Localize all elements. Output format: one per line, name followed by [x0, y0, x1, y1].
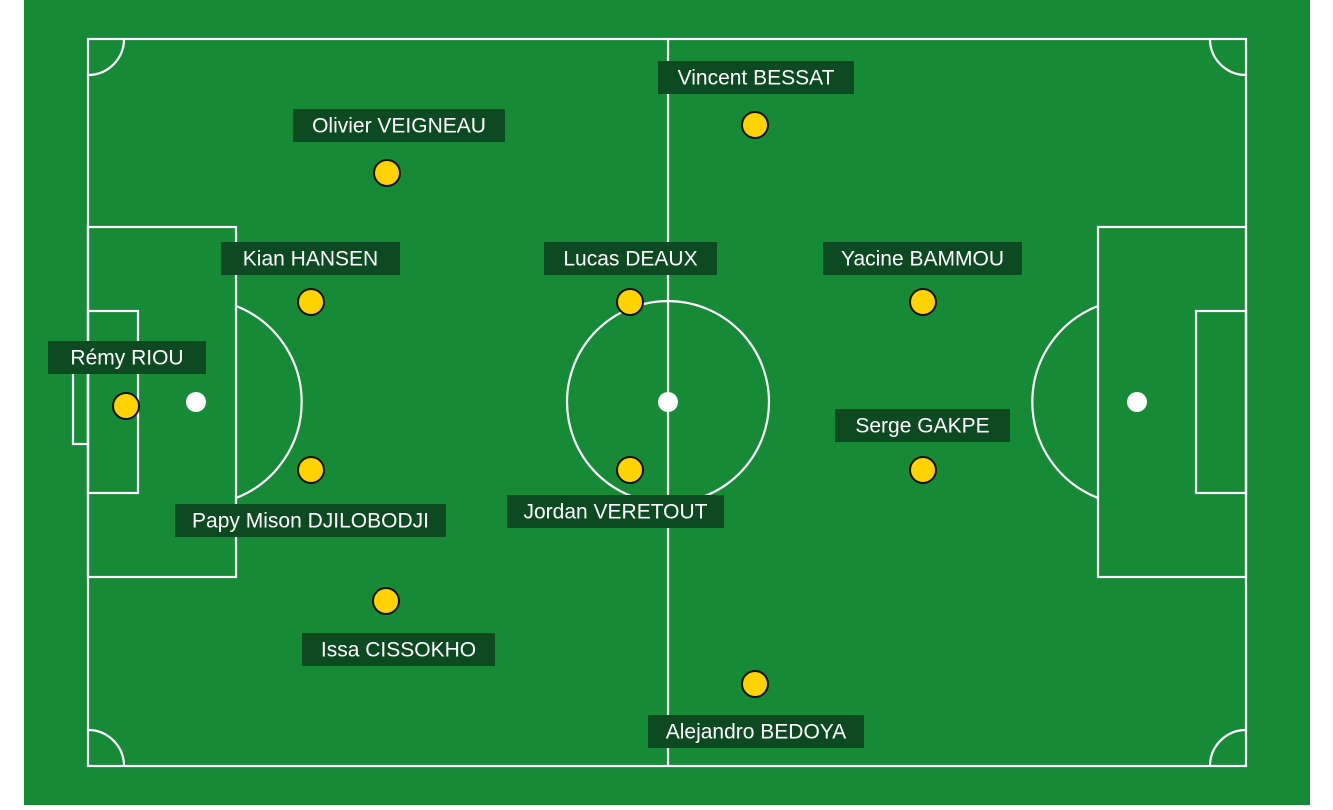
player-name-label: Olivier VEIGNEAU — [312, 115, 486, 138]
player-name-label-bg — [293, 109, 505, 142]
player-marker: Kian HANSEN — [221, 242, 400, 316]
player-name-label: Lucas DEAUX — [563, 248, 697, 271]
corner-arc-bottom-right — [1208, 728, 1247, 767]
player-marker: Olivier VEIGNEAU — [293, 109, 505, 187]
player-dot — [372, 587, 400, 615]
player-dot — [741, 111, 769, 139]
player-name-label: Kian HANSEN — [243, 248, 378, 271]
player-name-label-bg — [175, 504, 446, 537]
player-dot — [297, 288, 325, 316]
right-penalty-arc — [1031, 304, 1099, 500]
player-dot — [297, 456, 325, 484]
player-marker: Lucas DEAUX — [544, 242, 717, 316]
corner-arc-bottom-left — [87, 728, 126, 767]
player-dot — [616, 456, 644, 484]
player-marker: Alejandro BEDOYA — [648, 670, 864, 748]
right-penalty-spot — [1127, 392, 1147, 412]
spots — [186, 392, 1147, 412]
corner-arc-top-left — [87, 38, 126, 77]
player-name-label-bg — [648, 715, 864, 748]
corner-arc-top-right — [1208, 38, 1247, 77]
player-marker: Serge GAKPE — [835, 409, 1010, 484]
left-penalty-arc — [235, 304, 303, 500]
player-name-label: Serge GAKPE — [855, 415, 989, 438]
player-name-label-bg — [544, 242, 717, 275]
player-marker: Issa CISSOKHO — [302, 587, 495, 666]
player-name-label: Papy Mison DJILOBODJI — [192, 510, 429, 533]
player-dot — [373, 159, 401, 187]
player-marker: Yacine BAMMOU — [823, 242, 1022, 316]
player-name-label: Yacine BAMMOU — [841, 248, 1004, 271]
player-name-label: Rémy RIOU — [70, 347, 183, 370]
player-dot — [909, 288, 937, 316]
player-marker: Rémy RIOU — [48, 341, 206, 420]
player-dot — [112, 392, 140, 420]
player-marker: Jordan VERETOUT — [507, 456, 724, 528]
right-goal-area — [1194, 309, 1248, 495]
player-name-label-bg — [507, 495, 724, 528]
player-name-label-bg — [302, 633, 495, 666]
player-marker: Vincent BESSAT — [658, 61, 854, 139]
player-name-label-bg — [835, 409, 1010, 442]
player-name-label: Alejandro BEDOYA — [666, 721, 847, 744]
player-name-label-bg — [221, 242, 400, 275]
player-dot — [909, 456, 937, 484]
players-layer: Vincent BESSAT Olivier VEIGNEAU Kian HANSE… — [48, 61, 1022, 748]
player-name-label-bg — [658, 61, 854, 94]
centre-spot — [658, 392, 678, 412]
player-marker: Papy Mison DJILOBODJI — [175, 456, 446, 537]
player-name-label-bg — [823, 242, 1022, 275]
player-dot — [616, 288, 644, 316]
player-name-label: Issa CISSOKHO — [321, 639, 476, 662]
player-name-label-bg — [48, 341, 206, 374]
left-penalty-spot — [186, 392, 206, 412]
player-dot — [741, 670, 769, 698]
player-name-label: Vincent BESSAT — [678, 67, 835, 90]
player-name-label: Jordan VERETOUT — [523, 501, 707, 524]
pitch-markings — [71, 37, 1248, 768]
